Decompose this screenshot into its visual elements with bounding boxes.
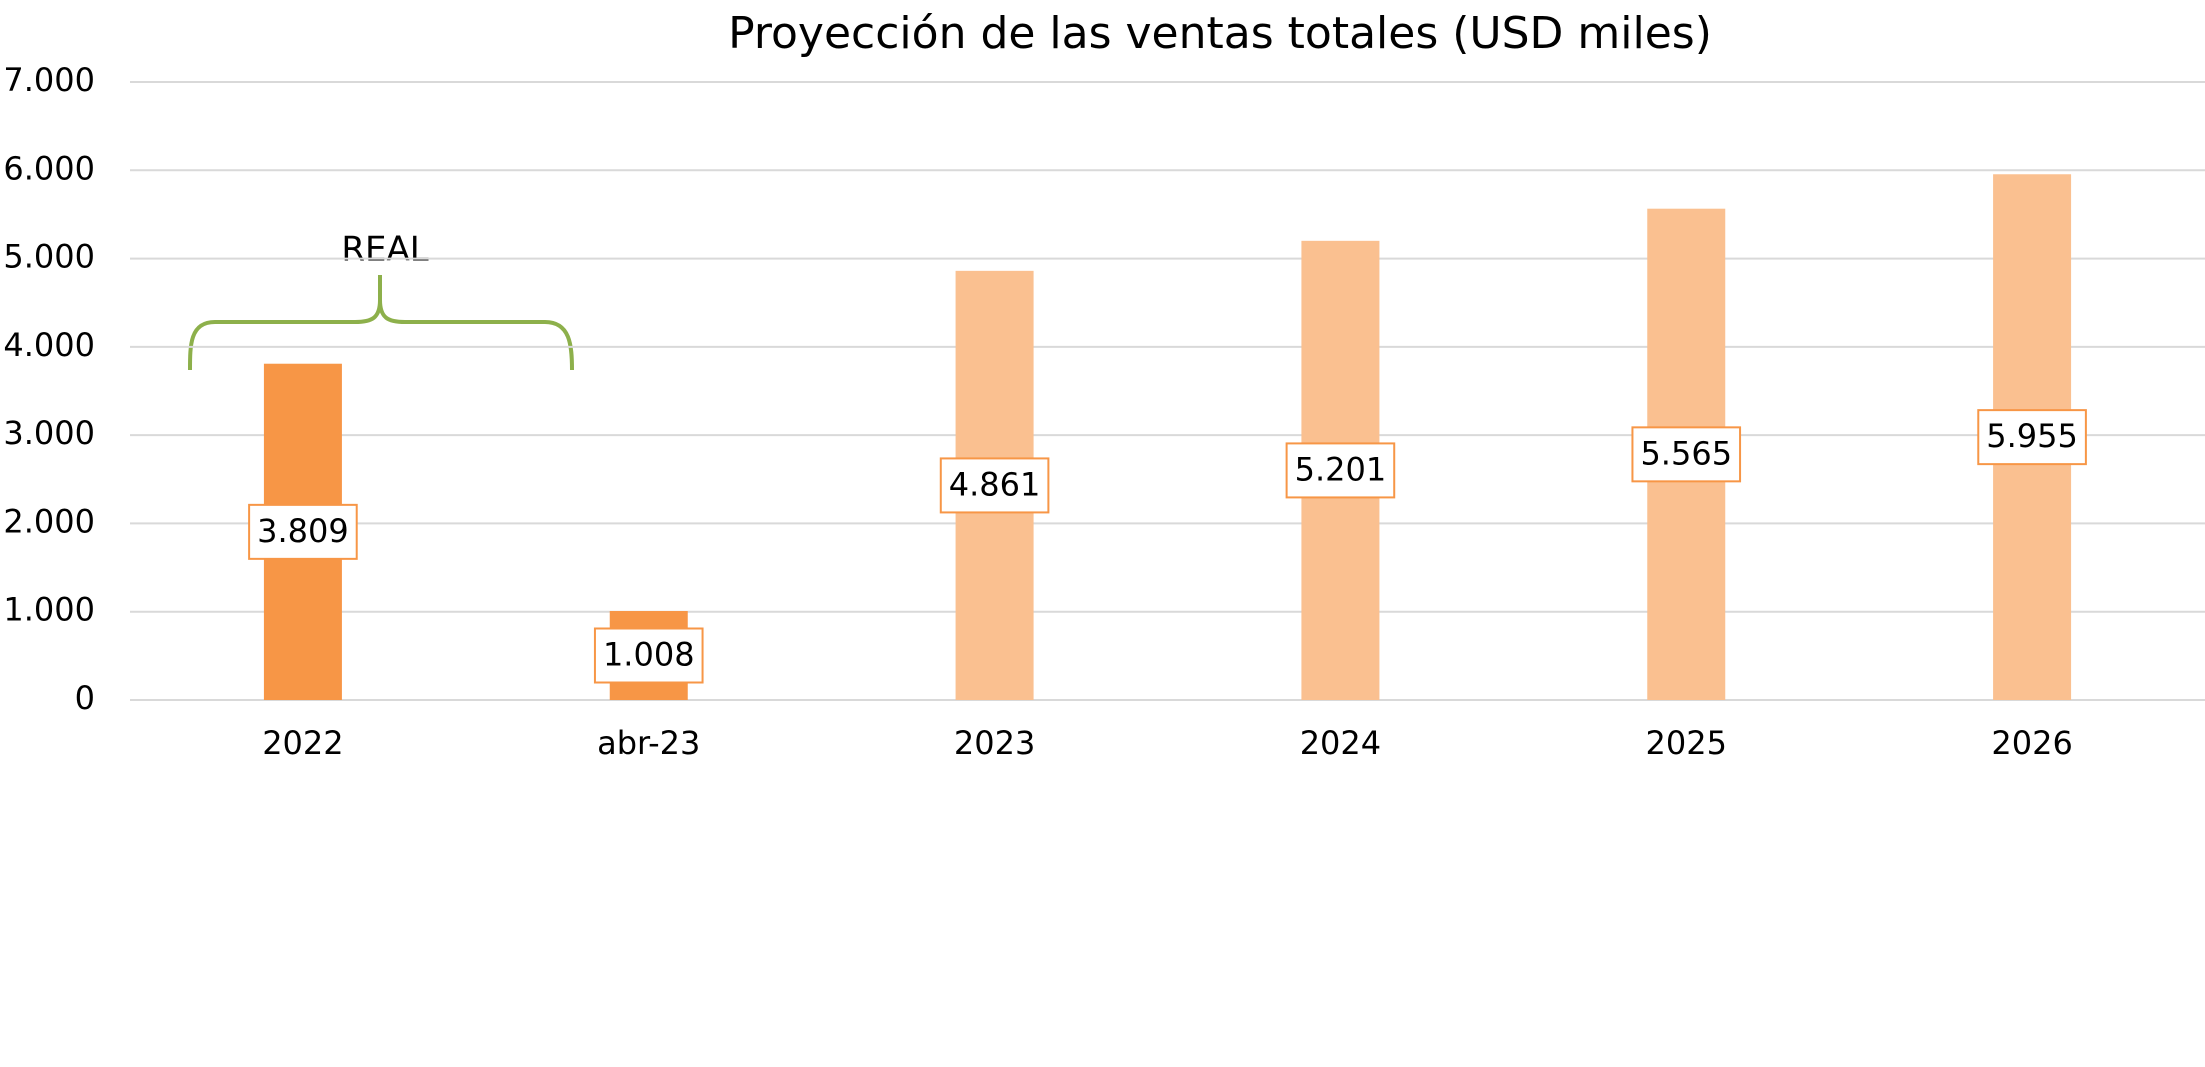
x-tick-label: 2023: [954, 724, 1035, 762]
data-label-box: [939, 457, 1050, 514]
y-tick-label: 4.000: [3, 326, 95, 364]
data-label: 5.565: [1640, 434, 1732, 472]
x-tick-label: 2024: [1300, 724, 1381, 762]
y-tick-label: 6.000: [3, 149, 95, 187]
data-label: 3.809: [257, 512, 349, 550]
y-tick-label: 0: [75, 679, 95, 717]
y-tick-label: 1.000: [3, 591, 95, 629]
data-label-box: [1631, 426, 1742, 483]
x-tick-label: abr-23: [597, 724, 700, 762]
data-label-box: [1285, 442, 1396, 499]
y-tick-label: 7.000: [3, 61, 95, 99]
data-label-box: [593, 627, 704, 684]
data-label: 4.861: [949, 465, 1041, 503]
y-tick-label: 3.000: [3, 414, 95, 452]
data-label-box: [248, 503, 358, 560]
data-label: 5.955: [1986, 417, 2078, 455]
data-label-box: [1977, 409, 2087, 466]
chart-title: Proyección de las ventas totales (USD mi…: [728, 8, 1712, 59]
data-label: 1.008: [603, 636, 695, 674]
y-tick-label: 2.000: [3, 502, 95, 540]
y-tick-label: 5.000: [3, 238, 95, 276]
annotation: REAL: [341, 230, 428, 270]
x-tick-label: 2025: [1646, 724, 1727, 762]
x-tick-label: 2022: [262, 724, 343, 762]
data-label: 5.201: [1295, 450, 1387, 488]
x-tick-label: 2026: [1991, 724, 2072, 762]
